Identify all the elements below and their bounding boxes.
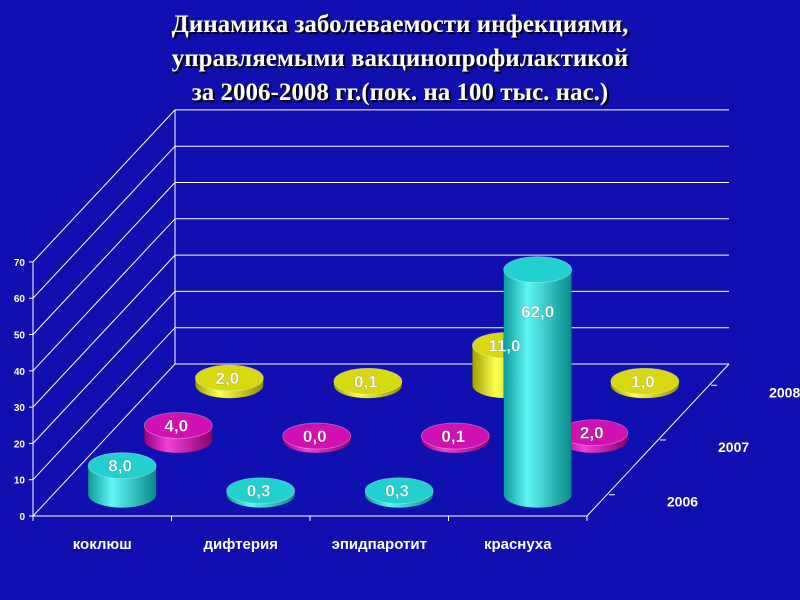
bar-top <box>420 422 490 450</box>
bar <box>333 367 403 399</box>
x-tick-label: краснуха <box>484 536 552 553</box>
chart-title-line-2: управляемыми вакцинопрофилактикой <box>171 45 629 72</box>
data-label: 11,0 <box>488 336 520 355</box>
bar <box>143 412 213 454</box>
data-label: 62,0 <box>521 303 554 322</box>
bar <box>420 422 490 454</box>
y-tick-label: 60 <box>14 294 26 305</box>
chart-title-line-1: Динамика заболеваемости инфекциями, <box>171 11 629 38</box>
depth-label: 2008 <box>769 384 800 400</box>
x-tick-label: коклюш <box>73 536 132 553</box>
bar-top <box>610 367 680 395</box>
bar <box>226 477 296 508</box>
bar-top <box>282 422 352 450</box>
data-label: 0,1 <box>354 372 378 391</box>
data-label: 0,0 <box>303 427 327 446</box>
depth-label: 2007 <box>718 439 749 455</box>
data-label: 1,0 <box>631 372 655 391</box>
bar <box>610 367 680 399</box>
data-label: 2,0 <box>580 424 604 443</box>
gridline-side <box>32 291 176 444</box>
y-tick-label: 30 <box>14 403 26 414</box>
bar-top <box>194 364 264 392</box>
data-label: 0,3 <box>385 482 409 501</box>
data-label: 0,1 <box>441 427 465 446</box>
y-tick-label: 40 <box>14 367 26 378</box>
y-tick-label: 50 <box>14 331 26 342</box>
grid: 0 10 20 30 40 50 60 70 <box>14 109 730 523</box>
x-tick-label: дифтерия <box>204 536 279 553</box>
gridline-side <box>32 182 176 335</box>
data-label: 2,0 <box>216 369 240 388</box>
y-tick-label: 20 <box>14 439 26 450</box>
bar <box>194 364 264 399</box>
gridline-side <box>32 254 176 408</box>
bar <box>87 452 157 508</box>
bar-body <box>503 269 572 508</box>
bar-top <box>364 477 434 505</box>
bar <box>282 422 352 454</box>
y-tick-label: 10 <box>14 476 26 487</box>
gridline-side <box>32 109 176 263</box>
data-label: 8,0 <box>108 457 132 476</box>
bar-top <box>333 367 403 395</box>
gridline-side <box>32 327 176 481</box>
gridline-side <box>32 363 176 517</box>
bar-top <box>143 412 213 439</box>
x-tick-label: эпидпаротит <box>332 536 427 553</box>
bar <box>503 256 573 508</box>
y-tick-label: 0 <box>19 512 25 523</box>
depth-axis <box>586 363 730 517</box>
bar-top <box>503 256 573 284</box>
bar-top <box>226 477 296 505</box>
chart-title-line-3: за 2006-2008 гг.(пок. на 100 тыс. нас.) <box>191 79 609 106</box>
bars <box>87 256 680 508</box>
bar-top <box>87 452 157 480</box>
depth-label: 2006 <box>667 494 698 510</box>
labels: коклюш дифтерия эпидпаротит краснуха 2006 200… <box>73 302 800 553</box>
chart-title: Динамика заболеваемости инфекциями, упра… <box>0 8 800 110</box>
gridline-side <box>32 145 176 299</box>
bar <box>364 477 434 508</box>
data-label: 4,0 <box>164 416 188 435</box>
y-tick-label: 70 <box>14 258 26 269</box>
gridline-side <box>32 218 176 372</box>
data-label: 0,3 <box>247 482 271 501</box>
